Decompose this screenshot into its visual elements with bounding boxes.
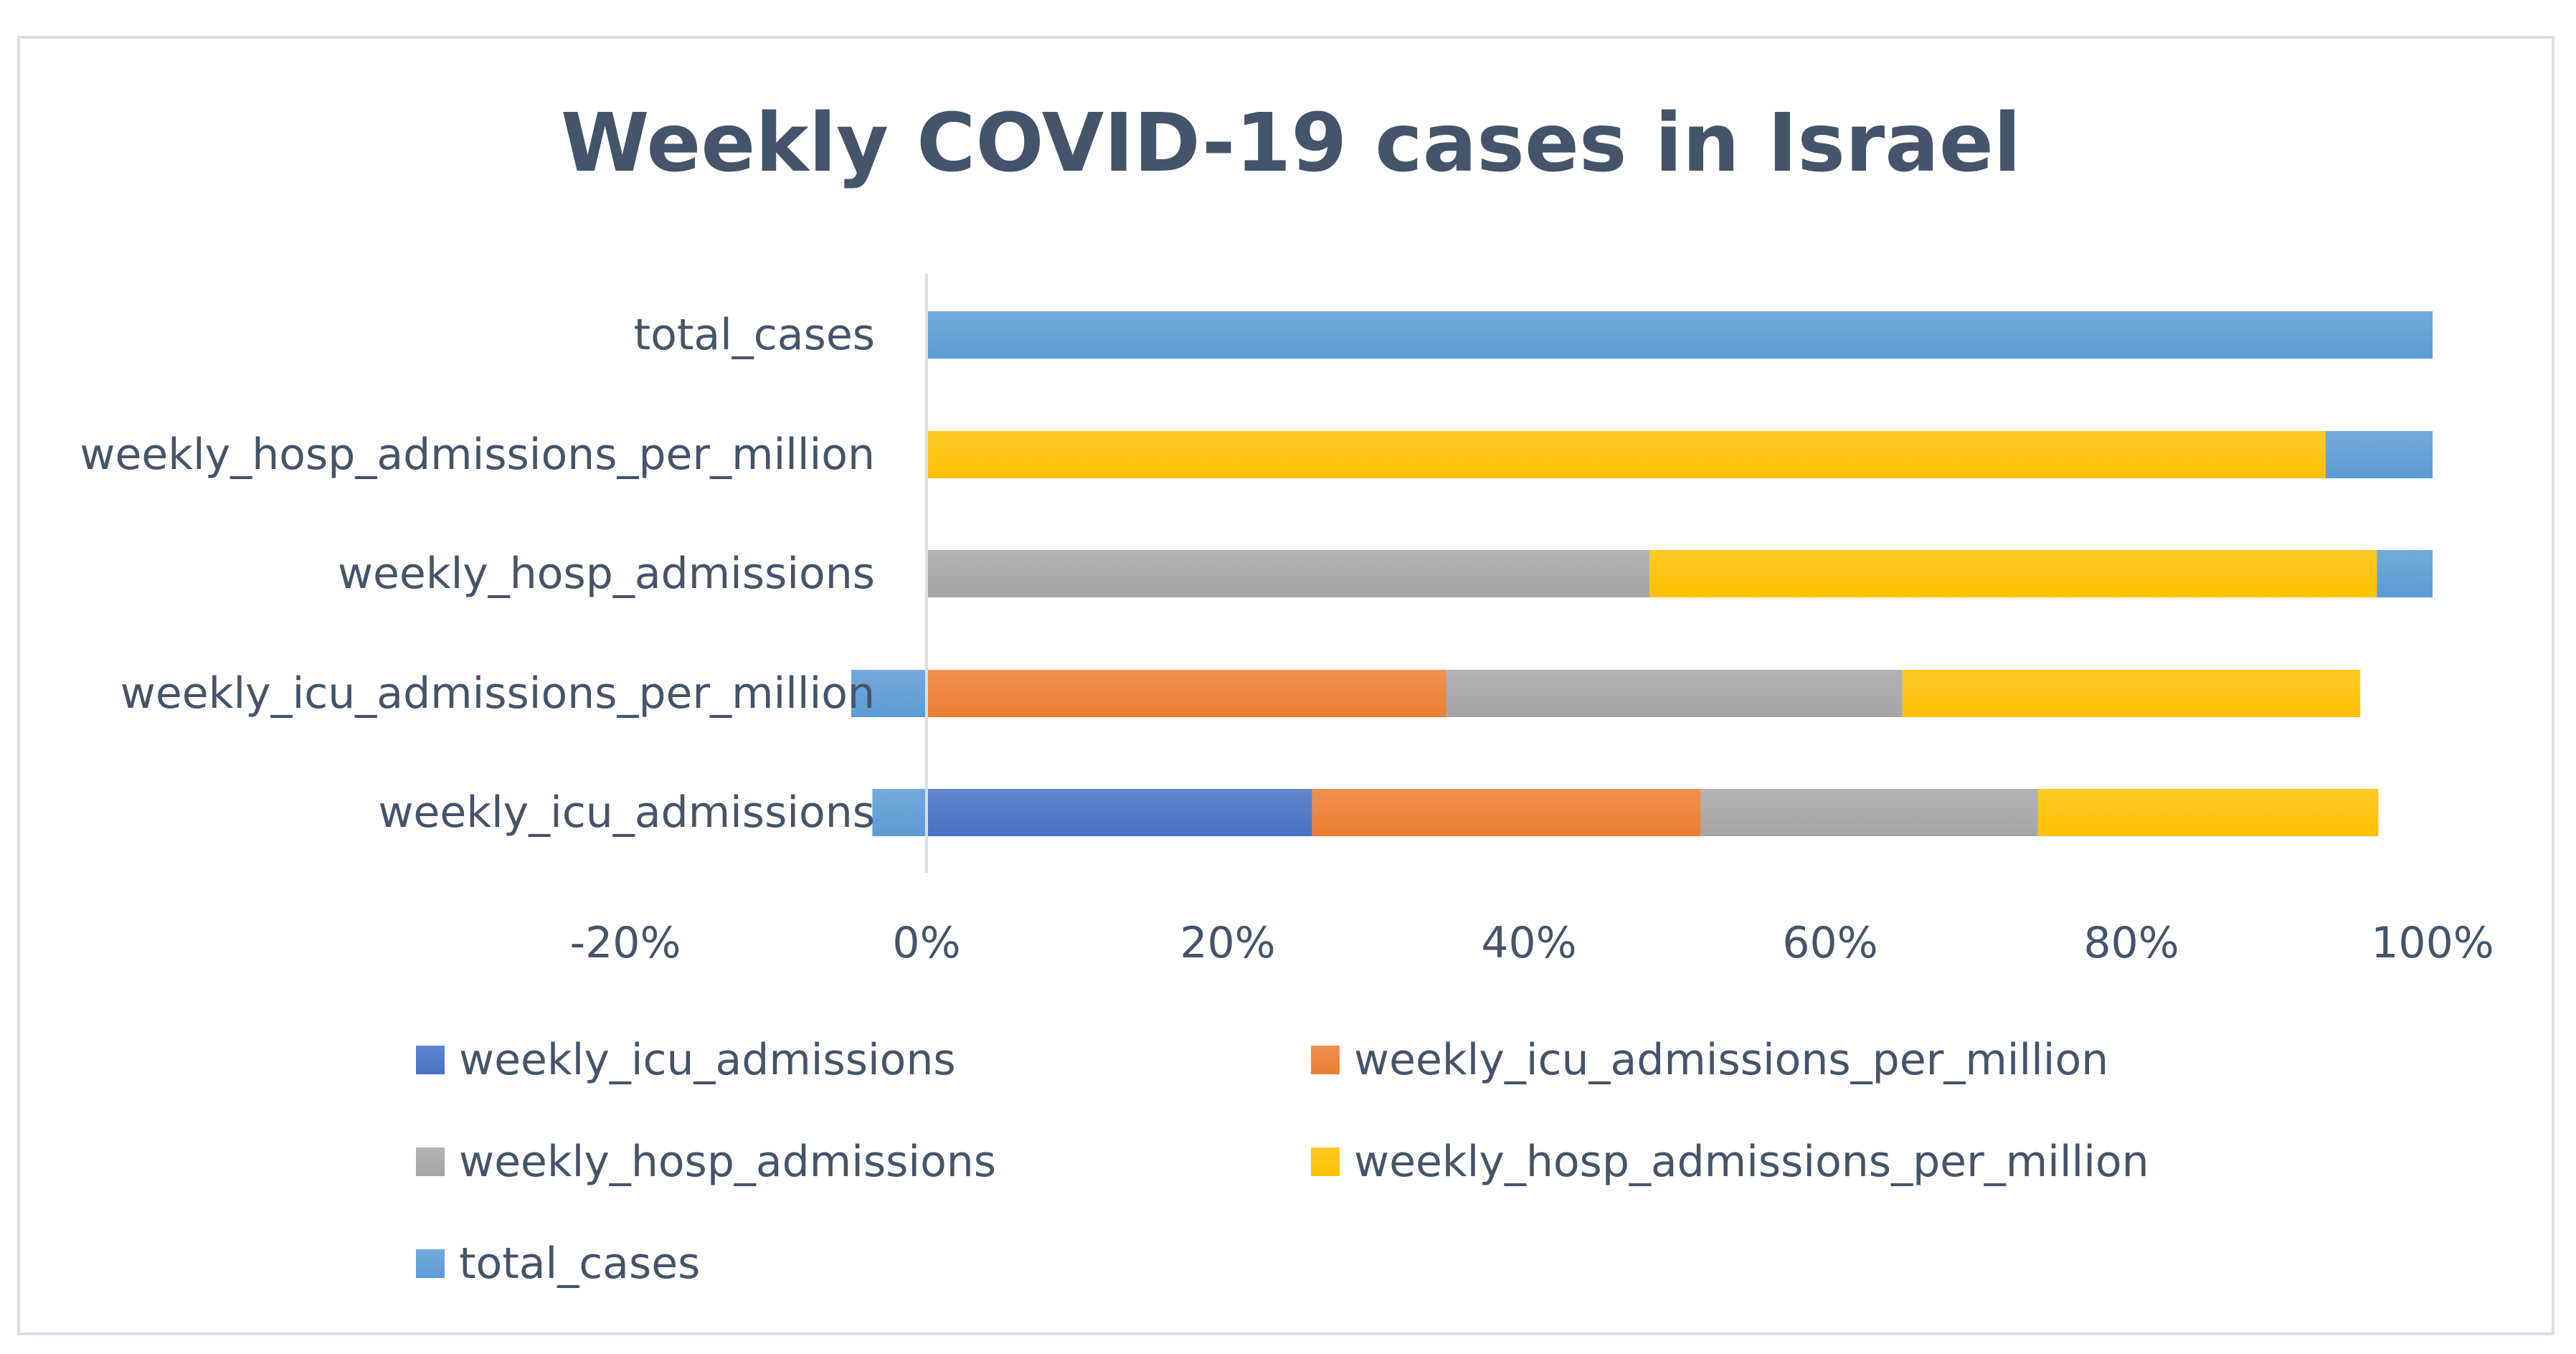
legend-item: weekly_hosp_admissions [416,1137,996,1187]
category-label: weekly_icu_admissions_per_million [120,668,875,719]
chart-title: Weekly COVID-19 cases in Israel [561,97,2021,190]
category-labels: weekly_icu_admissions weekly_icu_admissio… [80,310,875,838]
bar-total_cases-weekly_hosp_admissions_per_million [2325,431,2433,478]
bar-weekly_hosp_admissions-weekly_icu_admissions_per_million [1446,670,1903,717]
x-tick-label: 100% [2371,918,2494,968]
category-label: total_cases [634,310,875,360]
legend-label: weekly_icu_admissions [459,1035,956,1085]
bar-weekly_icu_admissions-weekly_icu_admissions [927,789,1312,836]
bar-weekly_icu_admissions_per_million-weekly_icu_admissions_per_million [927,670,1446,717]
bar-weekly_hosp_admissions_per_million-weekly_icu_admissions_per_million [1902,670,2361,717]
legend-swatch [1311,1046,1340,1074]
category-label: weekly_hosp_admissions_per_million [80,430,875,480]
legend-swatch [416,1147,445,1176]
x-tick-label: 40% [1481,918,1576,968]
bar-total_cases-total_cases [927,311,2433,359]
legend-item: weekly_icu_admissions [416,1035,956,1085]
x-tick-label: 0% [892,918,960,968]
category-label: weekly_hosp_admissions [338,549,875,599]
legend-label: weekly_hosp_admissions [459,1137,996,1187]
legend-item: weekly_hosp_admissions_per_million [1311,1137,2149,1187]
legend-swatch [416,1249,445,1278]
legend-item: total_cases [416,1239,700,1289]
legend-label: weekly_icu_admissions_per_million [1354,1035,2108,1085]
legend-item: weekly_icu_admissions_per_million [1311,1035,2108,1085]
bar-weekly_hosp_admissions_per_million-weekly_icu_admissions [2037,789,2379,836]
x-tick-label: -20% [569,918,681,968]
category-label: weekly_icu_admissions [378,787,875,838]
bar-total_cases-weekly_icu_admissions_per_million [851,670,927,717]
legend-swatch [1311,1147,1340,1176]
legend-swatch [416,1046,445,1074]
bar-weekly_hosp_admissions_per_million-weekly_hosp_admissions [1649,550,2377,597]
x-tick-label: 60% [1782,918,1877,968]
x-tick-label: 80% [2083,918,2179,968]
legend-label: total_cases [459,1239,700,1289]
bar-weekly_hosp_admissions-weekly_icu_admissions [1700,789,2038,836]
legend: weekly_icu_admissions weekly_icu_admissio… [416,1035,2149,1289]
bar-total_cases-weekly_icu_admissions [872,789,927,836]
legend-label: weekly_hosp_admissions_per_million [1354,1137,2149,1187]
bars-layer [851,311,2433,836]
bar-weekly_hosp_admissions_per_million-weekly_hosp_admissions_per_million [927,431,2326,478]
x-axis-tick-labels: -20% 0% 20% 40% 60% 80% 100% [569,918,2494,968]
bar-weekly_hosp_admissions-weekly_hosp_admissions [927,550,1649,597]
bar-total_cases-weekly_hosp_admissions [2377,550,2433,597]
x-tick-label: 20% [1180,918,1275,968]
bar-weekly_icu_admissions_per_million-weekly_icu_admissions [1312,789,1701,836]
